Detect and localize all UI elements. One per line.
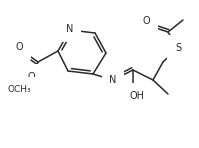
Text: O: O: [27, 72, 35, 82]
Text: N: N: [109, 75, 117, 85]
Text: N: N: [66, 24, 74, 34]
Text: OH: OH: [130, 91, 144, 101]
Text: S: S: [175, 43, 181, 53]
Text: O: O: [15, 42, 23, 52]
Text: OCH₃: OCH₃: [7, 85, 31, 94]
Text: O: O: [142, 16, 150, 26]
